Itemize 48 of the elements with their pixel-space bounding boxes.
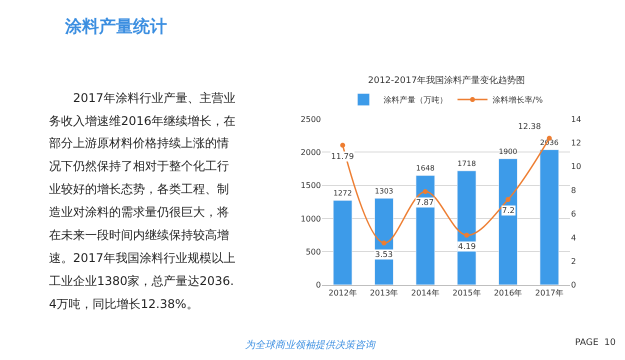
point: [340, 142, 346, 148]
y2-tick-label: 8: [571, 186, 576, 195]
x-tick-label: 2017年: [535, 288, 564, 298]
chart-title: 2012-2017年我国涂料产量变化趋势图: [368, 75, 526, 86]
y-tick-label: 1500: [300, 181, 321, 190]
point: [506, 197, 510, 202]
text: 涂料产量统计: [64, 17, 167, 37]
data-label: 11.79: [331, 152, 354, 161]
y2-tick-label: 10: [571, 162, 582, 172]
data-label: 7.2: [502, 206, 515, 215]
data-label: 1718: [457, 159, 476, 168]
data-label: 1900: [498, 147, 518, 156]
x-tick-label: 2016年: [494, 288, 522, 298]
point: [464, 232, 470, 238]
legend-label: 涂料产量（万吨）: [384, 96, 448, 105]
y2-tick-label: 4: [571, 233, 576, 242]
y2-tick-label: 0: [571, 280, 576, 290]
y-tick-label: 2500: [300, 114, 321, 124]
y2-tick-label: 14: [571, 114, 582, 124]
y2-tick-label: 12: [571, 138, 582, 148]
data-label: 7.87: [416, 198, 434, 207]
y-tick-label: 2000: [300, 148, 321, 157]
data-label: 1272: [333, 188, 352, 198]
data-label: 1303: [374, 186, 394, 196]
x-tick-label: 2012年: [328, 288, 357, 298]
text: 2017年涂料行业产量、主营业务收入增速维2016年继续增长，在部分上游原材料价格持续上涨的情况下仍然保持了相对于整个化工行业较好的增长态势，各类工程、制造业对涂料的需求量仍很巨大，将在未来一段时间内继续保持较高增速。2017年我国涂料行业规模以上工业企业1380家，总产量达2036.4万吨，同比增长12.38%。: [49, 91, 236, 311]
x-tick-label: 2014年: [411, 288, 440, 298]
y2-tick-label: 6: [571, 210, 576, 219]
data-label: 12.38: [518, 122, 541, 131]
bar: [416, 175, 435, 285]
data-label: 1648: [416, 164, 435, 173]
y-tick-label: 1000: [300, 214, 321, 224]
bar: [540, 150, 559, 285]
point: [422, 189, 428, 194]
text: 为全球商业领袖提供决策咨询: [245, 339, 376, 351]
bar: [333, 200, 352, 285]
legend-label: 涂料增长率/%: [492, 96, 544, 105]
bar: [457, 170, 476, 285]
y-tick-label: 500: [306, 247, 321, 256]
point: [382, 240, 386, 246]
y-tick-label: 0: [316, 280, 321, 290]
text: PAGE 10: [575, 338, 616, 348]
data-label: 4.19: [458, 242, 476, 251]
x-tick-label: 2015年: [452, 288, 481, 298]
bar: [498, 158, 518, 285]
x-tick-label: 2013年: [370, 288, 398, 298]
data-label: 3.53: [375, 250, 393, 259]
y2-tick-label: 2: [571, 256, 576, 266]
